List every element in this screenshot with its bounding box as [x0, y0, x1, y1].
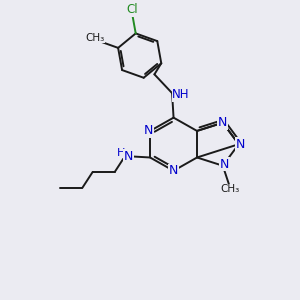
Text: CH₃: CH₃ [85, 33, 105, 43]
Text: N: N [236, 138, 245, 151]
Text: Cl: Cl [126, 3, 138, 16]
Text: N: N [144, 124, 153, 137]
Text: NH: NH [172, 88, 190, 101]
Text: N: N [220, 158, 229, 171]
Text: H: H [117, 148, 126, 158]
Text: N: N [169, 164, 178, 177]
Text: N: N [218, 116, 227, 129]
Text: N: N [124, 149, 133, 163]
Text: CH₃: CH₃ [220, 184, 239, 194]
